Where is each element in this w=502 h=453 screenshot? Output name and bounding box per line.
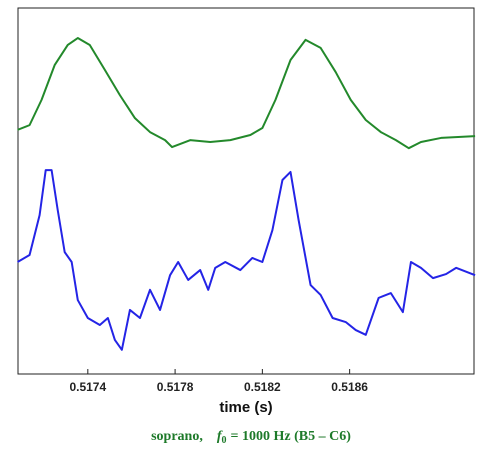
caption: soprano, f0 = 1000 Hz (B5 – C6)	[151, 429, 351, 446]
caption-symbol: f	[217, 429, 223, 444]
x-tick-label: 0.5182	[244, 380, 281, 394]
caption-rest: = 1000 Hz (B5 – C6)	[231, 429, 352, 444]
x-tick-label: 0.5186	[331, 380, 368, 394]
x-tick-label: 0.5174	[69, 380, 106, 394]
caption-voice: soprano,	[151, 429, 203, 444]
x-axis-label: time (s)	[219, 399, 272, 416]
series-line	[17, 169, 476, 351]
caption-subscript: 0	[222, 435, 227, 446]
plot-frame	[17, 7, 475, 375]
x-tick-label: 0.5178	[157, 380, 194, 394]
series-line	[17, 37, 476, 150]
